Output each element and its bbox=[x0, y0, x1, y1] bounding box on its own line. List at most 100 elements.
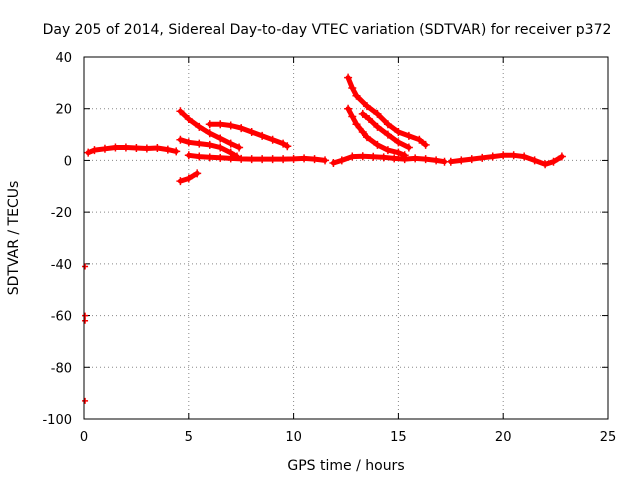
data-point bbox=[90, 146, 99, 155]
data-point bbox=[176, 177, 185, 186]
data-point bbox=[383, 120, 392, 129]
data-point bbox=[193, 169, 202, 178]
data-point bbox=[289, 154, 298, 163]
data-point bbox=[205, 120, 214, 129]
data-point bbox=[415, 135, 424, 144]
data-point bbox=[176, 135, 185, 144]
data-point bbox=[247, 127, 256, 136]
series-outliers bbox=[82, 263, 89, 404]
data-point bbox=[499, 151, 508, 160]
data-point bbox=[400, 151, 409, 160]
data-point bbox=[432, 156, 441, 165]
data-point bbox=[488, 152, 497, 161]
x-tick-label: 5 bbox=[185, 430, 193, 445]
data-point bbox=[121, 143, 130, 152]
data-point bbox=[205, 129, 214, 138]
data-point bbox=[237, 124, 246, 133]
y-tick-label: 0 bbox=[64, 154, 72, 169]
series-baseline-main bbox=[184, 151, 330, 165]
data-point bbox=[394, 148, 403, 157]
data-point bbox=[233, 152, 242, 161]
data-point bbox=[348, 152, 357, 161]
data-point bbox=[184, 138, 193, 147]
data-point bbox=[457, 156, 466, 165]
data-point bbox=[446, 157, 455, 166]
data-point bbox=[549, 157, 558, 166]
data-point bbox=[509, 151, 518, 160]
series-baseline-mid bbox=[329, 152, 449, 168]
y-tick-label: 40 bbox=[55, 51, 72, 66]
data-point bbox=[111, 143, 120, 152]
data-point bbox=[247, 155, 256, 164]
y-tick-label: -80 bbox=[51, 361, 72, 376]
data-point bbox=[226, 148, 235, 157]
y-tick-label: 20 bbox=[55, 103, 72, 118]
data-point bbox=[258, 155, 267, 164]
series-arc-e bbox=[344, 73, 430, 149]
data-point bbox=[358, 127, 367, 136]
data-point bbox=[530, 156, 539, 165]
data-point bbox=[184, 151, 193, 160]
data-point bbox=[82, 397, 89, 404]
data-point bbox=[358, 109, 367, 118]
data-point bbox=[195, 152, 204, 161]
data-point bbox=[172, 147, 181, 156]
data-point bbox=[373, 122, 382, 131]
series-arc-f bbox=[344, 104, 409, 160]
data-point bbox=[216, 153, 225, 162]
data-points bbox=[82, 73, 566, 404]
data-point bbox=[283, 142, 292, 151]
data-point bbox=[268, 135, 277, 144]
series-arc-d bbox=[176, 169, 202, 186]
x-tick-label: 10 bbox=[285, 430, 302, 445]
data-point bbox=[358, 152, 367, 161]
data-point bbox=[82, 312, 89, 319]
x-tick-label: 25 bbox=[600, 430, 617, 445]
data-point bbox=[379, 153, 388, 162]
series-arc-b bbox=[205, 120, 292, 151]
data-point bbox=[411, 154, 420, 163]
series-arc-c bbox=[176, 135, 242, 161]
data-point bbox=[237, 154, 246, 163]
data-point bbox=[258, 131, 267, 140]
data-point bbox=[467, 155, 476, 164]
data-point bbox=[184, 115, 193, 124]
x-tick-label: 20 bbox=[495, 430, 512, 445]
data-point bbox=[344, 73, 353, 82]
x-axis-label: GPS time / hours bbox=[287, 458, 404, 474]
y-tick-label: -60 bbox=[51, 310, 72, 325]
y-tick-label: -40 bbox=[51, 258, 72, 273]
data-point bbox=[153, 144, 162, 153]
data-point bbox=[216, 134, 225, 143]
plot-frame bbox=[83, 56, 609, 420]
data-point bbox=[348, 84, 357, 93]
data-point bbox=[176, 107, 185, 116]
data-point bbox=[300, 154, 309, 163]
data-point bbox=[373, 140, 382, 149]
data-point bbox=[310, 155, 319, 164]
data-point bbox=[132, 144, 141, 153]
data-point bbox=[478, 153, 487, 162]
data-point bbox=[235, 143, 244, 152]
y-tick-label: -20 bbox=[51, 206, 72, 221]
data-point bbox=[268, 155, 277, 164]
data-point bbox=[365, 115, 374, 124]
data-point bbox=[142, 144, 151, 153]
data-point bbox=[352, 91, 361, 100]
series-line bbox=[360, 111, 412, 150]
data-point bbox=[163, 145, 172, 154]
data-point bbox=[390, 154, 399, 163]
data-point bbox=[352, 120, 361, 129]
data-point bbox=[226, 139, 235, 148]
data-point bbox=[329, 159, 338, 168]
axis-ticks: 0 5 10 15 20 25 -100 -80 -60 -40 -20 0 20 40 bbox=[42, 51, 616, 445]
y-tick-label: -100 bbox=[42, 413, 72, 428]
data-point bbox=[82, 317, 89, 324]
data-point bbox=[362, 102, 371, 111]
series-line bbox=[345, 75, 429, 148]
data-point bbox=[216, 120, 225, 129]
data-point bbox=[404, 131, 413, 140]
series-baseline-late bbox=[446, 151, 566, 169]
data-point bbox=[369, 152, 378, 161]
